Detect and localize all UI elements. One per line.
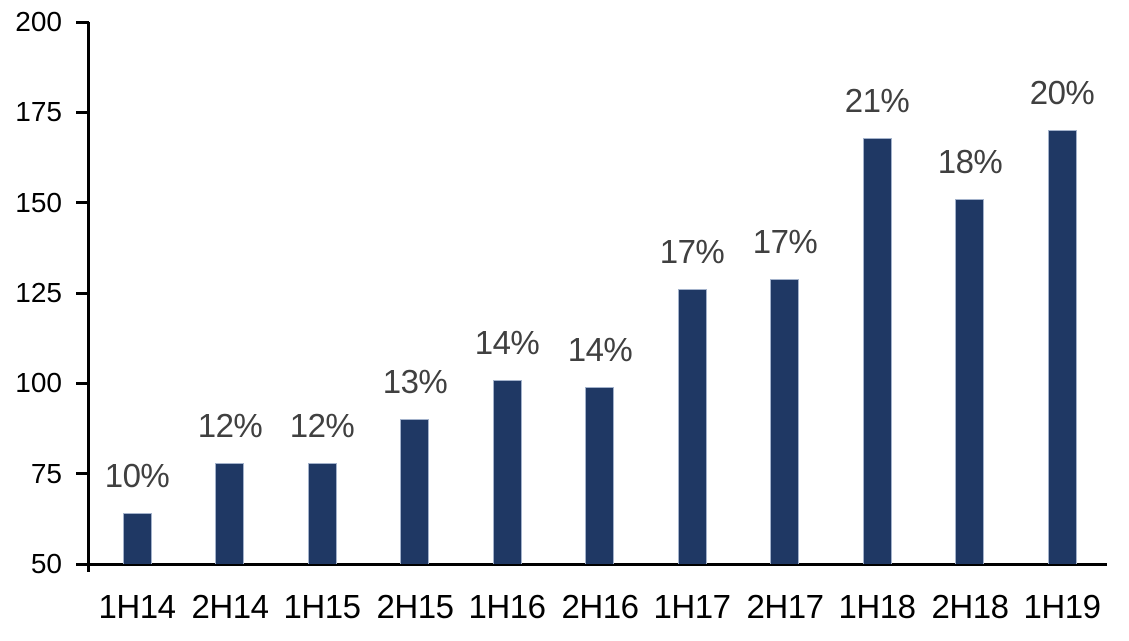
bar-2h18 bbox=[955, 199, 984, 564]
x-axis-label: 1H18 bbox=[838, 588, 916, 625]
bar-value-label: 10% bbox=[104, 457, 170, 494]
bar-1h14 bbox=[123, 513, 152, 564]
bar-2h14 bbox=[215, 463, 244, 564]
x-axis-label: 2H18 bbox=[931, 588, 1009, 625]
y-axis-tick-label: 100 bbox=[15, 367, 62, 398]
bar-value-label: 14% bbox=[474, 324, 540, 361]
bar-2h16 bbox=[585, 387, 614, 564]
x-axis-label: 2H16 bbox=[561, 588, 639, 625]
bar-value-label: 13% bbox=[382, 363, 448, 400]
bar-value-label: 17% bbox=[752, 223, 818, 260]
x-axis-label: 2H14 bbox=[191, 588, 269, 625]
bar-2h17 bbox=[770, 279, 799, 564]
bar-value-label: 14% bbox=[567, 331, 633, 368]
y-axis-tick-label: 175 bbox=[15, 96, 62, 127]
y-axis-tick-label: 200 bbox=[15, 6, 62, 37]
x-axis-label: 1H19 bbox=[1023, 588, 1101, 625]
y-tick bbox=[76, 111, 89, 114]
bar-1h17 bbox=[678, 289, 707, 564]
bar-1h19 bbox=[1048, 130, 1077, 564]
y-axis-tick-label: 50 bbox=[30, 548, 62, 579]
y-tick bbox=[76, 472, 89, 475]
y-axis-tick-label: 125 bbox=[15, 277, 62, 308]
y-axis-line bbox=[87, 22, 90, 572]
x-axis-label: 1H16 bbox=[468, 588, 546, 625]
x-axis-label: 1H14 bbox=[98, 588, 176, 625]
bar-value-label: 12% bbox=[289, 407, 355, 444]
y-axis-tick-label: 150 bbox=[15, 187, 62, 218]
bar-1h16 bbox=[493, 380, 522, 564]
bar-value-label: 12% bbox=[197, 407, 263, 444]
y-tick bbox=[76, 382, 89, 385]
x-axis-label: 2H17 bbox=[746, 588, 824, 625]
bar-value-label: 20% bbox=[1029, 74, 1095, 111]
bar-value-label: 18% bbox=[937, 143, 1003, 180]
bar-value-label: 17% bbox=[659, 233, 725, 270]
x-axis-label: 2H15 bbox=[376, 588, 454, 625]
y-tick bbox=[76, 21, 89, 24]
bar-value-label: 21% bbox=[844, 82, 910, 119]
y-tick bbox=[76, 201, 89, 204]
bar-2h15 bbox=[400, 419, 429, 564]
x-axis-line bbox=[76, 563, 1107, 566]
x-axis-label: 1H17 bbox=[653, 588, 731, 625]
x-axis-label: 1H15 bbox=[283, 588, 361, 625]
y-axis-tick-label: 75 bbox=[30, 458, 62, 489]
bar-1h15 bbox=[308, 463, 337, 564]
y-tick bbox=[76, 292, 89, 295]
bar-1h18 bbox=[863, 138, 892, 564]
